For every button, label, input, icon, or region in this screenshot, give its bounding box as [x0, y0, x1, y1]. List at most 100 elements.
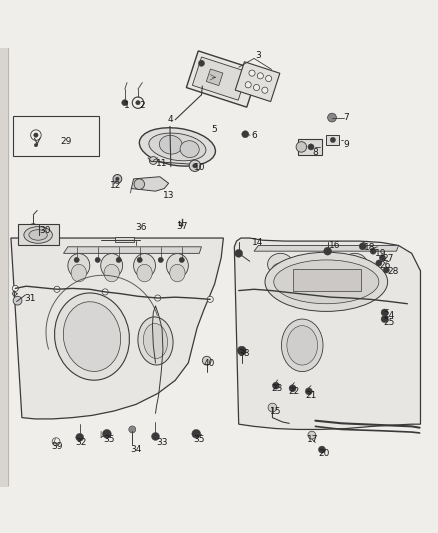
Text: 35: 35 [103, 435, 114, 444]
Circle shape [12, 285, 18, 292]
Circle shape [132, 97, 144, 108]
Circle shape [54, 286, 60, 292]
Ellipse shape [137, 264, 152, 282]
Circle shape [308, 431, 316, 439]
Circle shape [31, 130, 41, 140]
Text: 12: 12 [110, 181, 122, 190]
Circle shape [296, 142, 307, 152]
Ellipse shape [71, 264, 87, 282]
Circle shape [13, 296, 22, 305]
Circle shape [34, 143, 38, 147]
Ellipse shape [342, 253, 367, 275]
Circle shape [257, 73, 263, 79]
Polygon shape [234, 238, 420, 430]
Circle shape [379, 255, 385, 261]
Text: 28: 28 [387, 267, 399, 276]
Text: 33: 33 [156, 438, 168, 447]
Ellipse shape [281, 319, 323, 372]
Polygon shape [64, 247, 201, 253]
Circle shape [254, 84, 260, 91]
Ellipse shape [170, 264, 185, 282]
Circle shape [129, 426, 136, 433]
Circle shape [102, 430, 111, 438]
Circle shape [122, 100, 128, 106]
Circle shape [207, 296, 213, 302]
Circle shape [34, 133, 38, 138]
Circle shape [305, 388, 312, 395]
Circle shape [242, 131, 249, 138]
Text: 23: 23 [271, 384, 283, 393]
Ellipse shape [63, 302, 121, 372]
Ellipse shape [138, 317, 173, 365]
Ellipse shape [24, 227, 53, 243]
Circle shape [136, 101, 140, 105]
Text: 36: 36 [136, 223, 147, 231]
Polygon shape [11, 238, 223, 419]
Text: 1: 1 [124, 101, 130, 110]
Ellipse shape [272, 263, 289, 279]
Circle shape [235, 249, 243, 257]
Ellipse shape [274, 260, 379, 304]
Circle shape [113, 174, 122, 183]
Circle shape [202, 356, 211, 365]
Text: 25: 25 [383, 318, 395, 327]
Circle shape [137, 257, 142, 263]
Circle shape [52, 438, 60, 446]
Ellipse shape [143, 324, 168, 359]
Circle shape [193, 164, 197, 168]
Circle shape [76, 433, 84, 441]
Ellipse shape [287, 326, 318, 365]
Ellipse shape [180, 141, 199, 158]
Circle shape [179, 257, 184, 263]
Circle shape [245, 82, 251, 88]
Text: 3: 3 [255, 51, 261, 60]
Circle shape [95, 257, 100, 263]
Circle shape [308, 144, 314, 150]
Bar [18, 223, 59, 246]
Text: 2: 2 [140, 101, 145, 110]
Text: 29: 29 [60, 137, 71, 146]
Text: 24: 24 [383, 311, 395, 320]
Text: 10: 10 [194, 164, 205, 173]
Circle shape [152, 432, 159, 440]
Ellipse shape [159, 135, 182, 154]
Circle shape [318, 446, 325, 453]
Ellipse shape [305, 253, 330, 275]
Text: 20: 20 [318, 449, 330, 458]
Text: 5: 5 [212, 125, 218, 134]
Ellipse shape [104, 264, 119, 282]
Bar [293, 269, 361, 290]
Circle shape [272, 382, 279, 389]
Circle shape [29, 223, 38, 232]
Circle shape [376, 260, 382, 266]
Bar [13, 116, 99, 156]
Polygon shape [206, 69, 223, 86]
Ellipse shape [166, 254, 188, 278]
Circle shape [262, 87, 268, 93]
Circle shape [116, 257, 121, 263]
Circle shape [359, 243, 366, 250]
Circle shape [265, 76, 272, 82]
Ellipse shape [309, 263, 326, 279]
Text: 21: 21 [305, 391, 317, 400]
Ellipse shape [149, 133, 206, 161]
Text: 18: 18 [364, 243, 376, 252]
Ellipse shape [101, 254, 123, 278]
Circle shape [328, 113, 336, 122]
Polygon shape [254, 246, 399, 251]
Text: 37: 37 [176, 222, 187, 231]
Ellipse shape [265, 252, 388, 311]
Circle shape [134, 179, 145, 189]
Circle shape [198, 60, 205, 66]
Circle shape [74, 257, 79, 263]
Text: 14: 14 [252, 238, 263, 247]
Circle shape [330, 138, 336, 142]
Circle shape [381, 316, 388, 322]
Text: 39: 39 [51, 441, 63, 450]
Text: 6: 6 [251, 131, 257, 140]
Ellipse shape [29, 230, 47, 240]
Text: 11: 11 [156, 159, 168, 168]
Bar [115, 237, 134, 243]
Polygon shape [235, 62, 280, 102]
Ellipse shape [346, 263, 364, 279]
